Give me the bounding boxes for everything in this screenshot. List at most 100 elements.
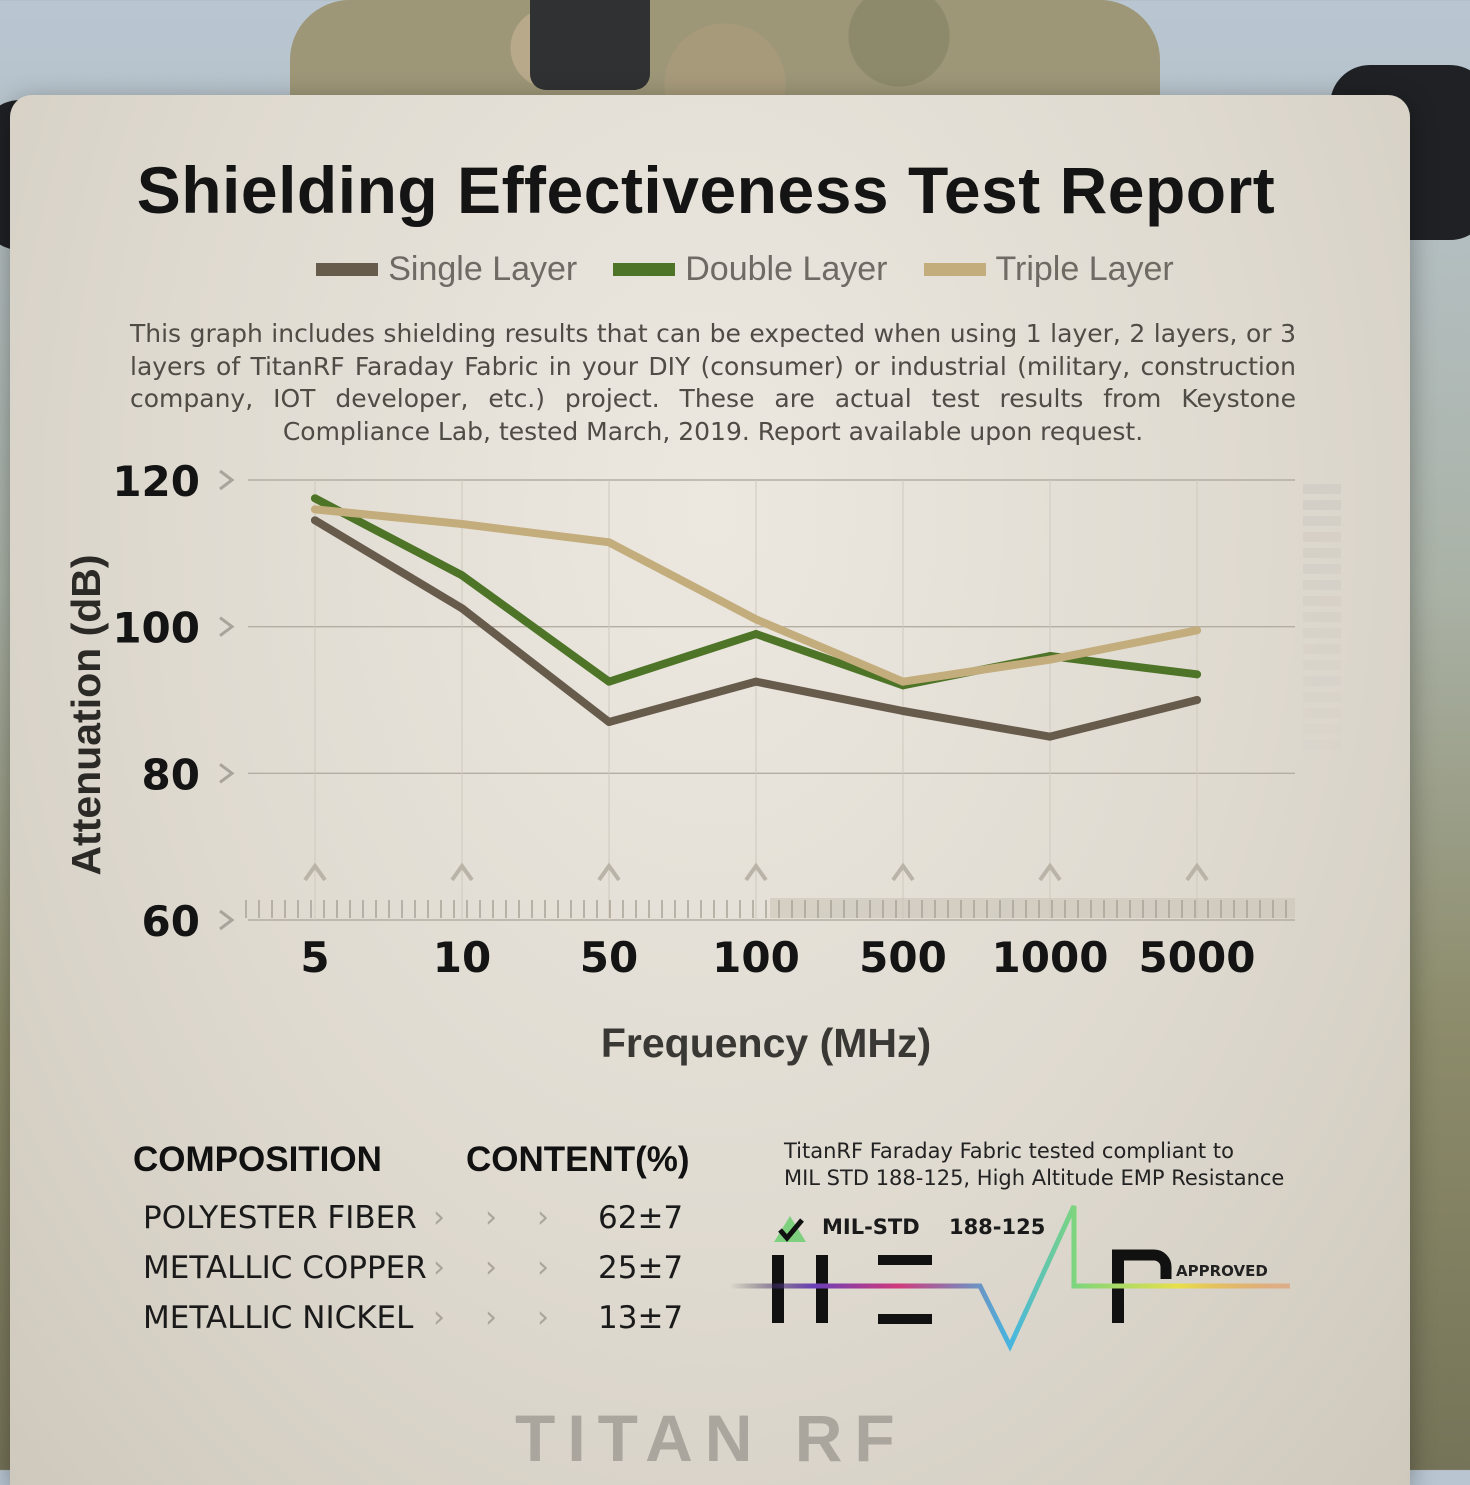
legend-swatch-single (316, 263, 379, 276)
row-arrows: ››› (433, 1300, 589, 1335)
legend-item-single: Single Layer (316, 250, 577, 289)
row-arrows: ››› (433, 1200, 589, 1235)
data-point (752, 630, 760, 638)
composition-name: POLYESTER FIBER (143, 1200, 417, 1236)
x-tick-label: 5 (300, 933, 329, 982)
data-point (458, 571, 466, 580)
x-tick-label: 10 (433, 933, 491, 982)
x-tick-marker (744, 862, 768, 882)
side-scale-bar (1303, 548, 1341, 558)
data-point (605, 538, 613, 547)
composition-name: METALLIC NICKEL (143, 1300, 414, 1336)
legend-label-double: Double Layer (685, 250, 888, 288)
report-poster (10, 95, 1410, 1485)
row-arrows: ››› (433, 1250, 589, 1285)
ruler-strip (770, 898, 1295, 918)
x-tick-label: 1000 (992, 933, 1109, 982)
badge-std-label: MIL-STD (822, 1215, 920, 1239)
badge-standard: MIL-STD 188-125 (822, 1215, 1045, 1239)
chart-description: This graph includes shielding results th… (130, 319, 1296, 446)
data-point (311, 505, 319, 514)
legend-label-triple: Triple Layer (995, 250, 1174, 288)
data-point (605, 677, 613, 686)
composition-value: 25±7 (598, 1250, 684, 1286)
data-point (752, 615, 760, 624)
legend-swatch-triple (923, 263, 986, 276)
composition-row: METALLIC COPPER ››› 25±7 (143, 1250, 703, 1294)
hemp-logo (730, 1204, 1290, 1352)
legend-item-double: Double Layer (613, 250, 888, 289)
x-axis-title: Frequency (MHz) (601, 1020, 931, 1066)
side-scale-bar (1303, 628, 1341, 638)
composition-value: 62±7 (598, 1200, 684, 1236)
side-scale-bar (1303, 660, 1341, 670)
compliance-text: TitanRF Faraday Fabric tested compliant … (784, 1138, 1304, 1192)
content-header: CONTENT(%) (466, 1140, 690, 1179)
y-tick-arrow (219, 763, 235, 784)
composition-value: 13±7 (598, 1300, 684, 1336)
x-tick-marker (891, 862, 915, 882)
composition-row: POLYESTER FIBER ››› 62±7 (143, 1200, 703, 1244)
data-point (458, 520, 466, 528)
compliance-line-2: MIL STD 188-125, High Altitude EMP Resis… (784, 1166, 1285, 1190)
approved-label: APPROVED (1176, 1262, 1268, 1280)
legend-label-single: Single Layer (388, 250, 578, 288)
chart-title: Shielding Effectiveness Test Report (136, 153, 1276, 227)
data-point (899, 707, 907, 715)
composition-header: COMPOSITION (133, 1140, 382, 1179)
badge-std-number: 188-125 (948, 1215, 1046, 1239)
data-point (311, 516, 319, 525)
side-scale-bar (1303, 676, 1341, 686)
data-point (605, 718, 613, 726)
data-point (1046, 732, 1054, 741)
legend-item-triple: Triple Layer (923, 250, 1174, 289)
side-scale-bar (1303, 484, 1341, 494)
side-scale-bar (1303, 532, 1341, 542)
y-tick-label: 60 (142, 897, 200, 946)
side-scale-bar (1303, 708, 1341, 718)
legend-swatch-double (613, 263, 676, 276)
side-scale-bar (1303, 644, 1341, 654)
side-scale-bar (1303, 500, 1341, 510)
side-scale-bar (1303, 516, 1341, 526)
x-tick-marker (303, 862, 327, 882)
y-tick-label: 80 (142, 750, 200, 799)
x-tick-marker (450, 862, 474, 882)
composition-name: METALLIC COPPER (143, 1250, 427, 1286)
y-tick-arrow (219, 469, 235, 491)
composition-row: METALLIC NICKEL ››› 13±7 (143, 1300, 703, 1344)
data-point (458, 604, 466, 613)
data-point (1193, 626, 1201, 635)
radio-device (530, 0, 650, 90)
chart-legend: Single Layer Double Layer Triple Layer (0, 250, 1470, 289)
x-tick-marker (597, 862, 621, 882)
x-tick-label: 100 (712, 933, 800, 982)
side-scale-bar (1303, 612, 1341, 622)
y-tick-label: 100 (112, 604, 200, 653)
side-scale-bar (1303, 692, 1341, 702)
data-point (1046, 655, 1054, 664)
data-point (1193, 670, 1201, 679)
side-scale-bar (1303, 724, 1341, 734)
side-scale-bar (1303, 580, 1341, 590)
y-tick-arrow (219, 909, 235, 931)
side-scale-bar (1303, 596, 1341, 606)
data-point (752, 677, 760, 686)
y-tick-arrow (219, 616, 235, 637)
data-point (1193, 696, 1201, 704)
y-tick-label: 120 (112, 457, 200, 506)
side-scale-bar (1303, 740, 1341, 750)
side-scale-bar (1303, 564, 1341, 574)
x-tick-marker (1038, 862, 1062, 882)
y-axis-title: Attenuation (dB) (63, 554, 109, 875)
x-tick-label: 5000 (1139, 933, 1256, 982)
x-tick-label: 500 (859, 933, 947, 982)
data-point (899, 677, 907, 686)
check-icon (774, 1216, 806, 1242)
titanrf-logo: TITAN RF (515, 1401, 907, 1475)
x-tick-label: 50 (580, 933, 638, 982)
x-tick-marker (1185, 862, 1209, 882)
data-point (311, 494, 319, 503)
compliance-line-1: TitanRF Faraday Fabric tested compliant … (784, 1139, 1234, 1163)
